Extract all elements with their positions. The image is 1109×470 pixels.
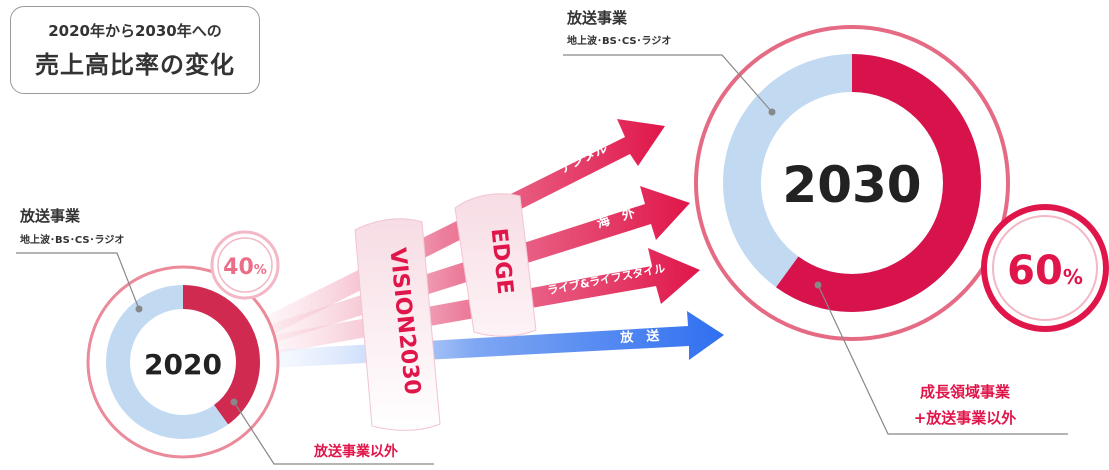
title-box: 2020年から2030年への 売上高比率の変化	[10, 6, 260, 94]
badge-40-value: 40	[223, 255, 254, 280]
circle-2020-year: 2020	[144, 348, 222, 381]
vision-band-shape	[354, 218, 441, 431]
label-2020-other-text: 放送事業以外	[313, 443, 398, 460]
badge-60-unit: %	[1063, 265, 1083, 289]
badge-60-value: 60	[1007, 248, 1063, 294]
circle-2030: 2030	[694, 25, 1010, 341]
badge-40: 40%	[210, 230, 280, 300]
title-line-2: 売上高比率の変化	[35, 51, 235, 79]
arrow-broadcast-label: 放 送	[619, 328, 661, 346]
badge-40-text: 40%	[223, 255, 267, 280]
label-2020-other-leader	[233, 401, 434, 465]
label-2020-broadcast-sub: 地上波･BS･CS･ラジオ	[20, 233, 124, 246]
label-2030-other-leader	[817, 284, 1068, 435]
label-2030-broadcast-title: 放送事業	[566, 9, 628, 27]
badge-60-text: 60%	[1007, 248, 1083, 294]
circle-2020-other-segment	[106, 285, 260, 439]
badge-40-unit: %	[254, 263, 267, 278]
vision-band: VISION2030	[354, 218, 441, 431]
label-2030-broadcast-dot	[768, 108, 776, 116]
badge-60: 60%	[981, 204, 1109, 332]
label-2020-broadcast-title: 放送事業	[19, 207, 81, 225]
label-2020-other: 放送事業以外	[230, 398, 434, 465]
edge-band: EDGE	[454, 193, 537, 337]
label-2030-other-line2: +放送事業以外	[914, 409, 1017, 427]
label-2030-other: 成長領域事業 +放送事業以外	[814, 281, 1068, 435]
badge-60-inner	[992, 215, 1098, 321]
label-2020-broadcast-dot	[135, 305, 143, 313]
label-2030-broadcast-sub: 地上波･BS･CS･ラジオ	[567, 34, 671, 47]
label-2030-other-line1: 成長領域事業	[920, 383, 1011, 401]
label-2020-other-dot	[230, 398, 238, 406]
circle-2020-center	[131, 310, 235, 414]
label-2020-broadcast: 放送事業 地上波･BS･CS･ラジオ	[16, 207, 143, 313]
label-2020-broadcast-leader	[16, 252, 140, 310]
circle-2030-year: 2030	[782, 156, 921, 214]
title-line-1: 2020年から2030年への	[48, 22, 222, 40]
label-2030-broadcast-leader	[563, 54, 773, 113]
circle-2030-other-segment	[723, 54, 981, 312]
label-2030-broadcast: 放送事業 地上波･BS･CS･ラジオ	[563, 9, 776, 116]
circle-2020: 2020	[86, 265, 280, 459]
edge-band-shape	[454, 193, 537, 337]
circle-2030-center	[762, 93, 942, 273]
badge-40-inner	[217, 237, 273, 293]
